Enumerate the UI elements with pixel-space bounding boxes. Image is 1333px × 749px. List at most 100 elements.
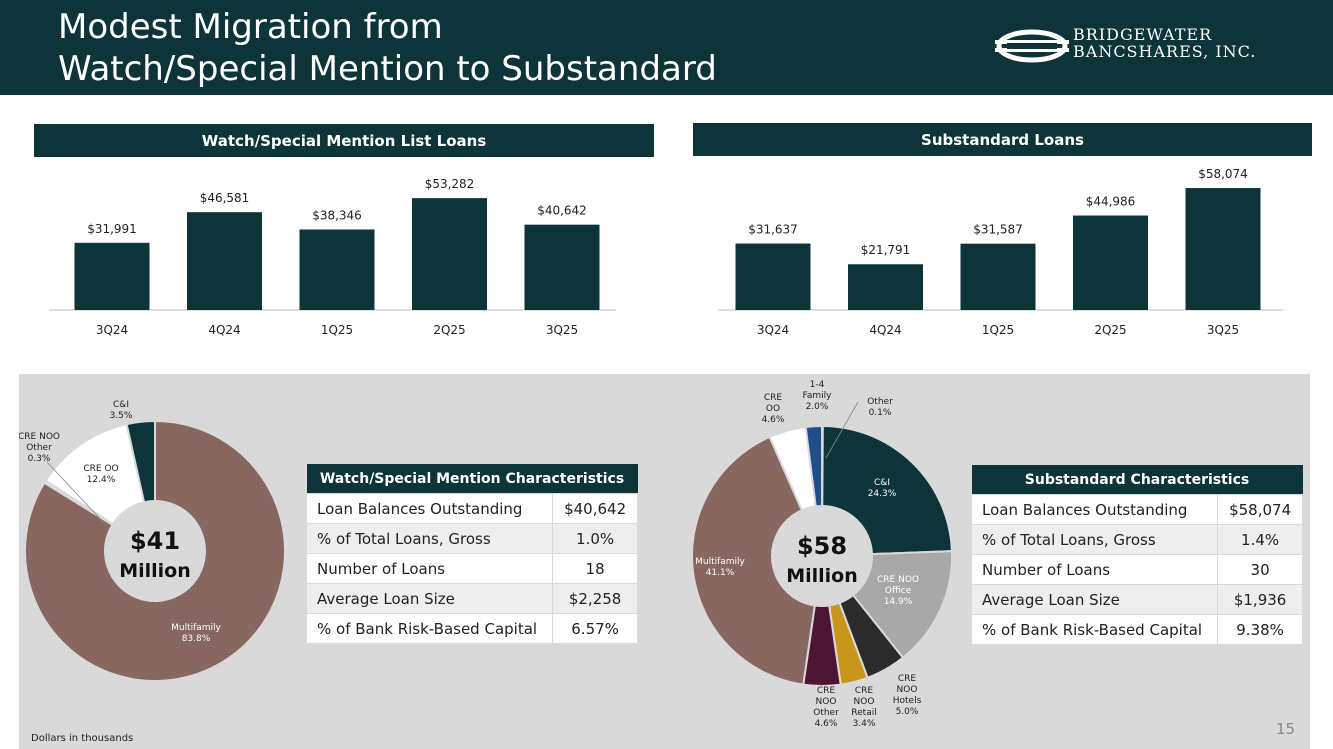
- table-row: Number of Loans 18: [305, 553, 638, 584]
- slice-c-i: [821, 424, 953, 556]
- leader-line: [825, 401, 859, 459]
- row-value: $58,074: [1217, 494, 1303, 525]
- row-value: 18: [552, 553, 638, 584]
- watch-donut-chart: Multifamily 83.8% CRE NOO Other 0.3% CRE OO 12…: [19, 400, 286, 682]
- row-value: 1.4%: [1217, 524, 1303, 555]
- watch-characteristics-table: Watch/Special Mention Characteristics Lo…: [305, 464, 638, 644]
- substandard-characteristics-table: Substandard Characteristics Loan Balance…: [970, 465, 1303, 645]
- slice-c-i: [125, 419, 156, 504]
- slice-multifamily: [24, 419, 286, 682]
- slice-label: 1-4 Family 2.0%: [803, 380, 833, 412]
- row-label: Number of Loans: [305, 553, 554, 584]
- bar-1q25: [960, 243, 1036, 310]
- x-tick-label: 4Q24: [208, 323, 240, 337]
- substandard-table-title: Substandard Characteristics: [971, 465, 1303, 495]
- data-label: $31,587: [973, 223, 1023, 237]
- watch-bar-chart: $31,991 3Q24 $46,581 4Q24 $38,346 1Q25 $53,282…: [49, 177, 616, 337]
- slice-label: Other 0.1%: [867, 397, 893, 418]
- data-label: $21,791: [861, 243, 911, 257]
- slice-label: CRE NOO Hotels 5.0%: [893, 674, 922, 717]
- x-tick-label: 4Q24: [869, 323, 901, 337]
- row-label: Number of Loans: [970, 554, 1219, 585]
- table-row: Number of Loans 30: [970, 554, 1303, 585]
- watch-table-title: Watch/Special Mention Characteristics: [306, 464, 638, 494]
- row-label: Loan Balances Outstanding: [970, 494, 1219, 525]
- page-number: 15: [1276, 720, 1296, 738]
- company-logo: BRIDGEWATER BANCSHARES, INC.: [993, 26, 1273, 66]
- row-label: Loan Balances Outstanding: [305, 493, 554, 524]
- table-row: % of Total Loans, Gross 1.0%: [305, 523, 638, 554]
- slice-label: CRE OO 4.6%: [762, 393, 785, 425]
- logo-mark-icon: [995, 29, 1069, 63]
- x-tick-label: 1Q25: [321, 323, 353, 337]
- x-tick-label: 3Q24: [96, 323, 128, 337]
- x-tick-label: 2Q25: [433, 323, 465, 337]
- watch-chart-title: Watch/Special Mention List Loans: [34, 124, 654, 157]
- donut-center-amount: $41: [130, 527, 180, 555]
- header-banner: Modest Migration from Watch/Special Ment…: [0, 0, 1333, 95]
- bar-2q25: [412, 198, 487, 310]
- row-value: 1.0%: [552, 523, 638, 554]
- table-row: Loan Balances Outstanding $40,642: [305, 493, 638, 524]
- table-row: Average Loan Size $1,936: [970, 584, 1303, 615]
- slice-label: Multifamily 41.1%: [695, 557, 745, 578]
- bar-1q25: [299, 229, 375, 310]
- data-label: $38,346: [312, 208, 362, 222]
- row-label: Average Loan Size: [305, 583, 554, 614]
- row-value: 30: [1217, 554, 1303, 585]
- row-value: 9.38%: [1217, 614, 1303, 645]
- donut-center-unit: Million: [119, 560, 191, 582]
- table-row: Loan Balances Outstanding $58,074: [970, 494, 1303, 525]
- table-row: % of Bank Risk-Based Capital 6.57%: [305, 613, 638, 644]
- slice-label: CRE NOO Other 4.6%: [813, 686, 839, 729]
- x-tick-label: 3Q25: [1207, 323, 1239, 337]
- row-value: 6.57%: [552, 613, 638, 644]
- bar-3q25: [524, 224, 600, 310]
- bar-4q24: [848, 264, 923, 310]
- slice-label: Multifamily 83.8%: [171, 623, 221, 644]
- bar-4q24: [187, 212, 262, 310]
- row-label: % of Bank Risk-Based Capital: [970, 614, 1219, 645]
- x-tick-label: 3Q25: [546, 323, 578, 337]
- page-title-line2: Watch/Special Mention to Substandard: [58, 49, 717, 89]
- row-value: $2,258: [552, 583, 638, 614]
- slice-label: CRE NOO Retail 3.4%: [851, 686, 876, 729]
- x-tick-label: 3Q24: [757, 323, 789, 337]
- bar-2q25: [1073, 215, 1148, 310]
- bar-3q24: [74, 242, 150, 310]
- data-label: $46,581: [200, 191, 250, 205]
- data-label: $31,637: [748, 223, 798, 237]
- x-tick-label: 1Q25: [982, 323, 1014, 337]
- data-label: $44,986: [1086, 195, 1136, 209]
- data-label: $40,642: [537, 204, 587, 218]
- data-label: $31,991: [87, 222, 137, 236]
- slice-label: CRE NOO Other 0.3%: [19, 432, 60, 464]
- slice-label: C&I 3.5%: [110, 400, 133, 421]
- slice-label: C&I 24.3%: [868, 478, 897, 499]
- bar-3q25: [1185, 188, 1261, 310]
- substandard-bar-chart: $31,637 3Q24 $21,791 4Q24 $31,587 1Q25 $44,986…: [718, 167, 1283, 337]
- logo-line2: BANCSHARES, INC.: [1073, 42, 1257, 61]
- row-label: % of Total Loans, Gross: [305, 523, 554, 554]
- row-label: % of Bank Risk-Based Capital: [305, 613, 554, 644]
- row-label: Average Loan Size: [970, 584, 1219, 615]
- slice-label: CRE OO 12.4%: [83, 464, 118, 485]
- row-label: % of Total Loans, Gross: [970, 524, 1219, 555]
- donut-center-unit: Million: [786, 565, 858, 587]
- substandard-donut-chart: Other 0.1% C&I 24.3% CRE NOO Office 14.9% CRE NO…: [691, 380, 953, 729]
- donut-center-amount: $58: [797, 532, 847, 560]
- slice-cre-noo-office: [851, 550, 953, 660]
- substandard-chart-title: Substandard Loans: [693, 123, 1312, 156]
- x-tick-label: 2Q25: [1094, 323, 1126, 337]
- table-row: % of Total Loans, Gross 1.4%: [970, 524, 1303, 555]
- footnote: Dollars in thousands: [31, 733, 134, 744]
- page-title: Modest Migration from Watch/Special Ment…: [58, 6, 717, 90]
- row-value: $1,936: [1217, 584, 1303, 615]
- slice-label: CRE NOO Office 14.9%: [877, 575, 919, 607]
- page-title-line1: Modest Migration from: [58, 7, 443, 47]
- table-row: Average Loan Size $2,258: [305, 583, 638, 614]
- table-row: % of Bank Risk-Based Capital 9.38%: [970, 614, 1303, 645]
- bar-3q24: [735, 243, 811, 310]
- logo-line1: BRIDGEWATER: [1073, 25, 1213, 44]
- slice-multifamily: [691, 435, 816, 686]
